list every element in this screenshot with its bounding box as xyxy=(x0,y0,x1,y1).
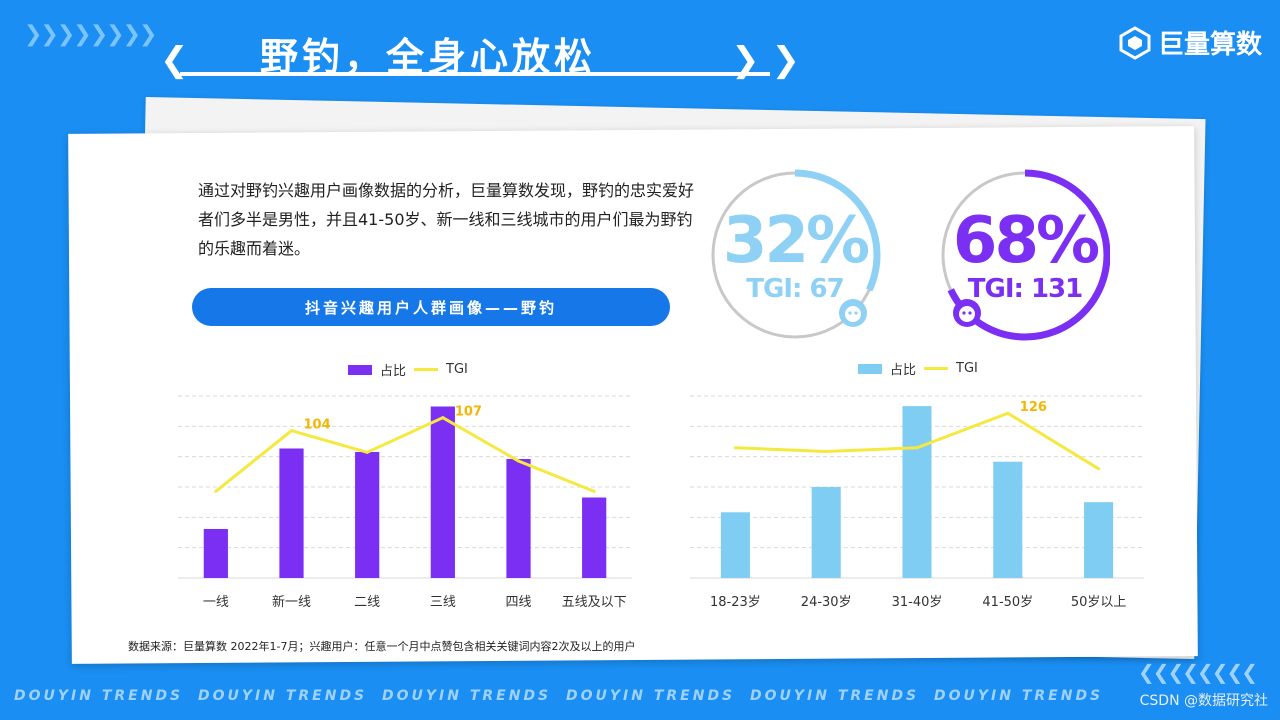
gender-stat-rings xyxy=(709,169,1110,341)
x-tick-label: 五线及以下 xyxy=(562,595,627,610)
section-title: 抖音兴趣用户人群画像——野钓 xyxy=(192,288,670,326)
x-tick-label: 三线 xyxy=(430,595,456,610)
tgi-point xyxy=(441,416,445,420)
tgi-point xyxy=(824,450,828,454)
legend-line-label: TGI xyxy=(956,361,978,376)
footer-trend-text: DOUYIN TRENDS xyxy=(382,688,552,704)
stat-male: 32% TGI: 67 xyxy=(710,208,880,304)
decorative-chevrons-icon: ❯❯❯❯❯❯❯❯ xyxy=(24,22,157,47)
city-tier-chart: 一线 新一线 二线 三线 四线 五线及以下 104 107 xyxy=(178,395,632,610)
logo-mark-icon xyxy=(1119,25,1151,60)
bar-41-50岁 xyxy=(993,461,1023,578)
female-avatar-icon xyxy=(953,299,981,327)
legend-line-label: TGI xyxy=(446,362,468,377)
male-avatar-icon xyxy=(839,299,867,327)
x-tick-label: 新一线 xyxy=(272,594,311,610)
x-tick-label: 24-30岁 xyxy=(801,595,852,610)
stat-ring-progress xyxy=(939,169,1110,341)
chart2-legend: 占比 TGI xyxy=(858,359,978,378)
footer-trend-text: DOUYIN TRENDS xyxy=(14,688,184,704)
tgi-point xyxy=(592,489,596,493)
bar-一线 xyxy=(203,529,228,578)
chart1-legend: 占比 TGI xyxy=(348,360,468,379)
title-underline xyxy=(180,72,770,76)
bar-新一线 xyxy=(279,448,304,578)
x-tick-label: 二线 xyxy=(354,595,380,610)
page-title: 野钓，全身心放松 xyxy=(260,35,597,79)
bar-31-40岁 xyxy=(902,406,932,578)
tgi-point xyxy=(517,459,520,463)
stat-male-tgi: TGI: 67 xyxy=(746,274,844,304)
stat-ring-progress xyxy=(709,169,881,341)
legend-line-swatch xyxy=(414,368,439,371)
bar-四线 xyxy=(506,459,531,578)
footer-trend-text: DOUYIN TRENDS xyxy=(750,688,920,704)
description-text: 通过对野钓兴趣用户画像数据的分析，巨量算数发现，野钓的忠实爱好者们多半是男性，并… xyxy=(198,181,695,258)
tgi-data-label: 104 xyxy=(304,418,331,433)
bar-三线 xyxy=(430,406,455,578)
tgi-point xyxy=(1097,467,1101,471)
x-tick-label: 四线 xyxy=(505,595,531,610)
tgi-point xyxy=(915,446,919,450)
tgi-point xyxy=(1006,411,1010,415)
stat-female-percent: 68% xyxy=(952,204,1100,278)
legend-bar-label: 占比 xyxy=(380,364,407,379)
stat-female-tgi: TGI: 131 xyxy=(967,274,1083,304)
stat-male-percent: 32% xyxy=(722,204,870,278)
bar-五线及以下 xyxy=(582,497,607,578)
tgi-line xyxy=(214,415,595,493)
tgi-point xyxy=(214,489,218,493)
bar-18-23岁 xyxy=(720,512,750,578)
right-bracket-icon: ❯ ❯ xyxy=(731,40,800,80)
footer-trend-text: DOUYIN TRENDS xyxy=(934,688,1104,704)
logo: 巨量算数 xyxy=(1118,24,1262,61)
tgi-data-label: 126 xyxy=(1020,400,1047,415)
stat-female: 68% TGI: 131 xyxy=(940,208,1110,304)
tgi-point xyxy=(733,446,737,450)
legend-bar-swatch xyxy=(858,363,882,374)
footer-trend-text: DOUYIN TRENDS xyxy=(566,688,736,704)
bar-50岁以上 xyxy=(1084,502,1114,578)
source-note: 数据来源：巨量算数 2022年1-7月；兴趣用户：任意一个月中点赞包含相关关键词… xyxy=(128,640,636,653)
x-tick-label: 31-40岁 xyxy=(892,595,943,610)
x-tick-label: 41-50岁 xyxy=(982,595,1033,610)
legend-bar-label: 占比 xyxy=(890,363,917,378)
content-area: 通过对野钓兴趣用户画像数据的分析，巨量算数发现，野钓的忠实爱好者们多半是男性，并… xyxy=(70,130,1196,660)
tgi-point xyxy=(365,450,369,454)
tgi-point xyxy=(290,429,293,433)
legend-line-swatch xyxy=(924,367,949,370)
bar-二线 xyxy=(355,452,380,578)
x-tick-label: 18-23岁 xyxy=(710,595,761,610)
decorative-chevrons-icon: ❮❮❮❮❮❮❮❮ xyxy=(1137,660,1258,684)
x-tick-label: 一线 xyxy=(203,595,229,610)
x-tick-label: 50岁以上 xyxy=(1071,595,1127,610)
watermark: CSDN @数据研究社 xyxy=(1139,693,1268,709)
bar-24-30岁 xyxy=(811,487,841,578)
page-title-banner: ❮ 野钓，全身心放松 ❯ ❯ xyxy=(160,26,800,82)
age-group-chart: 18-23岁 24-30岁 31-40岁 41-50岁 50岁以上 126 xyxy=(690,395,1144,610)
legend-bar-swatch xyxy=(348,364,372,375)
footer-strip: DOUYIN TRENDS DOUYIN TRENDS DOUYIN TRENDS D… xyxy=(0,688,1280,708)
tgi-data-label: 107 xyxy=(455,405,482,420)
footer-trend-text: DOUYIN TRENDS xyxy=(198,688,368,704)
logo-text: 巨量算数 xyxy=(1157,30,1262,60)
